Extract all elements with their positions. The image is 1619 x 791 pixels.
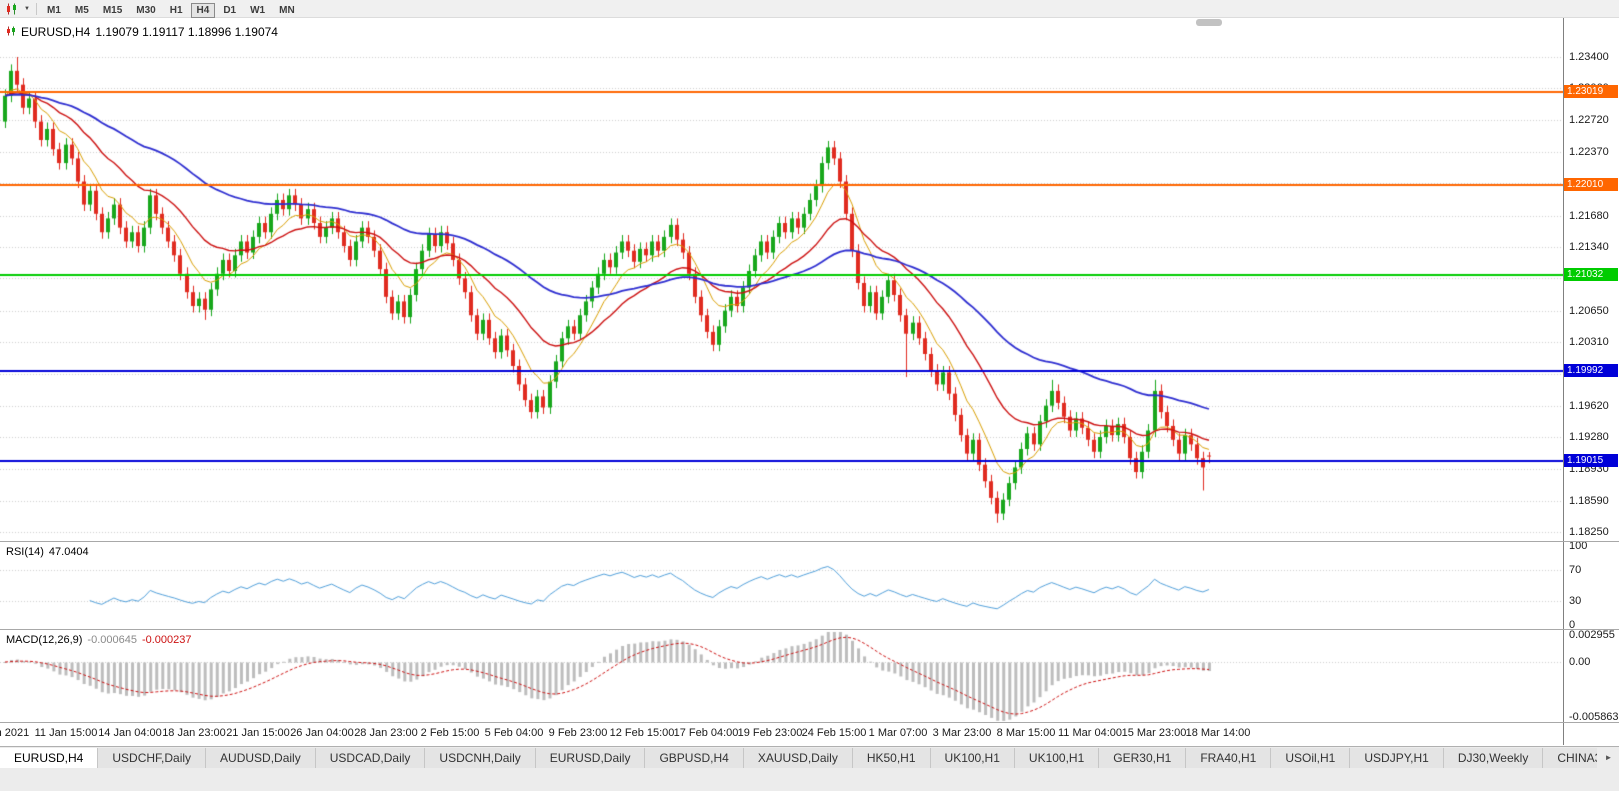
chart-window-icon: [6, 25, 16, 39]
price-scale-label: 1.20310: [1569, 336, 1609, 348]
timeframe-button-d1[interactable]: D1: [217, 3, 242, 18]
symbol-tab[interactable]: EURUSD,Daily: [535, 748, 646, 768]
chart-type-dropdown-icon[interactable]: ▼: [24, 5, 30, 12]
time-axis-label: 19 Feb 23:00: [737, 727, 803, 739]
symbol-tab[interactable]: USOil,H1: [1271, 748, 1351, 768]
rsi-value: 47.0404: [48, 546, 89, 558]
price-scale-label: 1.19280: [1569, 431, 1609, 443]
symbol-tab[interactable]: GER30,H1: [1099, 748, 1187, 768]
symbol-tab[interactable]: HK50,H1: [852, 748, 931, 768]
rsi-scale-label: 70: [1569, 563, 1582, 576]
macd-name: MACD(12,26,9): [6, 634, 83, 646]
time-axis-label: 18 Jan 23:00: [162, 727, 226, 739]
hline-price-tag: 1.19992: [1564, 364, 1618, 378]
macd-main-value: -0.000645: [87, 634, 137, 646]
timeframe-button-h4[interactable]: H4: [190, 2, 216, 18]
symbol-tab[interactable]: EURUSD,H4: [0, 748, 99, 768]
price-scale-label: 1.22720: [1569, 113, 1609, 126]
time-axis-label: 9 Feb 23:00: [548, 727, 608, 739]
time-axis-label: 11 Jan 15:00: [34, 727, 98, 739]
price-scale[interactable]: [1563, 18, 1619, 745]
toolbar-separator: [36, 2, 37, 15]
time-axis-label: 28 Jan 23:00: [354, 727, 418, 739]
time-axis-label: 26 Jan 04:00: [290, 727, 354, 739]
timeframe-button-h1[interactable]: H1: [164, 3, 189, 18]
symbol-tab[interactable]: CHINA300,H1: [1543, 748, 1597, 768]
macd-indicator-label: MACD(12,26,9) -0.000645 -0.000237: [6, 634, 192, 646]
time-axis-label: 8 Mar 15:00: [996, 727, 1056, 739]
time-axis-label: 18 Mar 14:00: [1185, 727, 1251, 739]
time-axis-label: 17 Feb 04:00: [673, 727, 739, 739]
macd-signal-value: -0.000237: [141, 634, 192, 646]
time-axis-label: 2 Feb 15:00: [420, 727, 480, 739]
symbol-tab[interactable]: UK100,H1: [930, 748, 1015, 768]
main-chart-canvas[interactable]: [0, 18, 1563, 540]
tab-scroll-right-icon[interactable]: ►: [1604, 753, 1613, 762]
price-scale-label: 1.23400: [1569, 51, 1609, 63]
timeframe-button-mn[interactable]: MN: [273, 3, 301, 18]
timeframe-toolbar: ▼ M1 M5 M15 M30 H1 H4 D1 W1 MN: [0, 0, 1619, 18]
chart-scrollbar-thumb[interactable]: [1196, 19, 1222, 26]
price-scale-label: 1.18590: [1569, 494, 1609, 507]
price-scale-label: 1.19620: [1569, 399, 1609, 412]
price-scale-label: 1.22370: [1569, 146, 1609, 158]
symbol-tab[interactable]: USDCNH,Daily: [425, 748, 536, 768]
time-axis-label: 11 Mar 04:00: [1057, 727, 1123, 739]
price-scale-label: 1.20650: [1569, 304, 1609, 317]
panel-divider[interactable]: [0, 629, 1619, 630]
timeframe-button-m1[interactable]: M1: [41, 3, 67, 18]
panel-divider[interactable]: [0, 541, 1619, 542]
hline-price-tag: 1.23019: [1564, 85, 1618, 99]
timeframe-button-m15[interactable]: M15: [97, 3, 128, 18]
price-scale-label: 1.21340: [1569, 241, 1609, 253]
symbol-tab[interactable]: USDCAD,Daily: [315, 748, 426, 768]
time-axis-label: 24 Feb 15:00: [801, 727, 867, 739]
time-axis-label: 5 Jan 2021: [0, 727, 30, 739]
rsi-indicator-label: RSI(14) 47.0404: [6, 546, 89, 558]
symbol-tab[interactable]: XAUUSD,Daily: [743, 748, 853, 768]
symbol-tab[interactable]: USDCHF,Daily: [98, 748, 207, 768]
symbol-tab[interactable]: GBPUSD,H4: [645, 748, 744, 768]
chart-symbol-timeframe: EURUSD,H4: [21, 25, 91, 39]
time-axis-divider: [0, 722, 1619, 723]
timeframe-buttons-group: M1 M5 M15 M30 H1 H4 D1 W1 MN: [40, 0, 302, 18]
symbol-tab[interactable]: USDJPY,H1: [1350, 748, 1444, 768]
time-axis-label: 15 Mar 23:00: [1121, 727, 1187, 739]
time-axis-label: 3 Mar 23:00: [932, 727, 992, 739]
hline-price-tag: 1.19015: [1564, 454, 1618, 468]
rsi-scale-label: 100: [1569, 540, 1588, 552]
time-axis-label: 12 Feb 15:00: [609, 727, 675, 739]
symbol-tab[interactable]: FRA40,H1: [1186, 748, 1272, 768]
chart-ohlc-values: 1.19079 1.19117 1.18996 1.19074: [95, 25, 278, 39]
macd-panel-canvas[interactable]: [0, 631, 1563, 722]
chart-title: EURUSD,H4 1.19079 1.19117 1.18996 1.1907…: [6, 25, 278, 39]
price-scale-label: 1.18250: [1569, 525, 1609, 538]
hline-price-tag: 1.22010: [1564, 178, 1618, 192]
macd-scale-label: 0.002955: [1569, 628, 1615, 641]
symbol-tab[interactable]: AUDUSD,Daily: [206, 748, 316, 768]
rsi-name: RSI(14): [6, 546, 44, 558]
symbol-tabs: EURUSD,H4 USDCHF,Daily AUDUSD,Daily USDCAD,…: [0, 748, 1597, 768]
timeframe-button-w1[interactable]: W1: [244, 3, 271, 18]
rsi-panel-canvas[interactable]: [0, 543, 1563, 628]
price-scale-label: 1.21680: [1569, 209, 1609, 222]
hline-price-tag: 1.21032: [1564, 268, 1618, 282]
rsi-scale-label: 30: [1569, 595, 1582, 608]
time-axis-label: 1 Mar 07:00: [868, 727, 928, 739]
timeframe-button-m30[interactable]: M30: [130, 3, 161, 18]
chart-type-icon[interactable]: [3, 1, 21, 17]
symbol-tab[interactable]: DJ30,Weekly: [1443, 748, 1544, 768]
time-axis-label: 21 Jan 15:00: [226, 727, 290, 739]
timeframe-button-m5[interactable]: M5: [69, 3, 95, 18]
time-axis-label: 14 Jan 04:00: [98, 727, 162, 739]
time-axis-label: 5 Feb 04:00: [484, 727, 544, 739]
symbol-tab-bar: EURUSD,H4 USDCHF,Daily AUDUSD,Daily USDCAD,…: [0, 746, 1619, 791]
macd-scale-label: -0.005863: [1569, 710, 1619, 723]
macd-scale-label: 0.00: [1569, 656, 1591, 668]
rsi-scale-label: 0: [1569, 619, 1576, 631]
symbol-tab[interactable]: UK100,H1: [1014, 748, 1100, 768]
